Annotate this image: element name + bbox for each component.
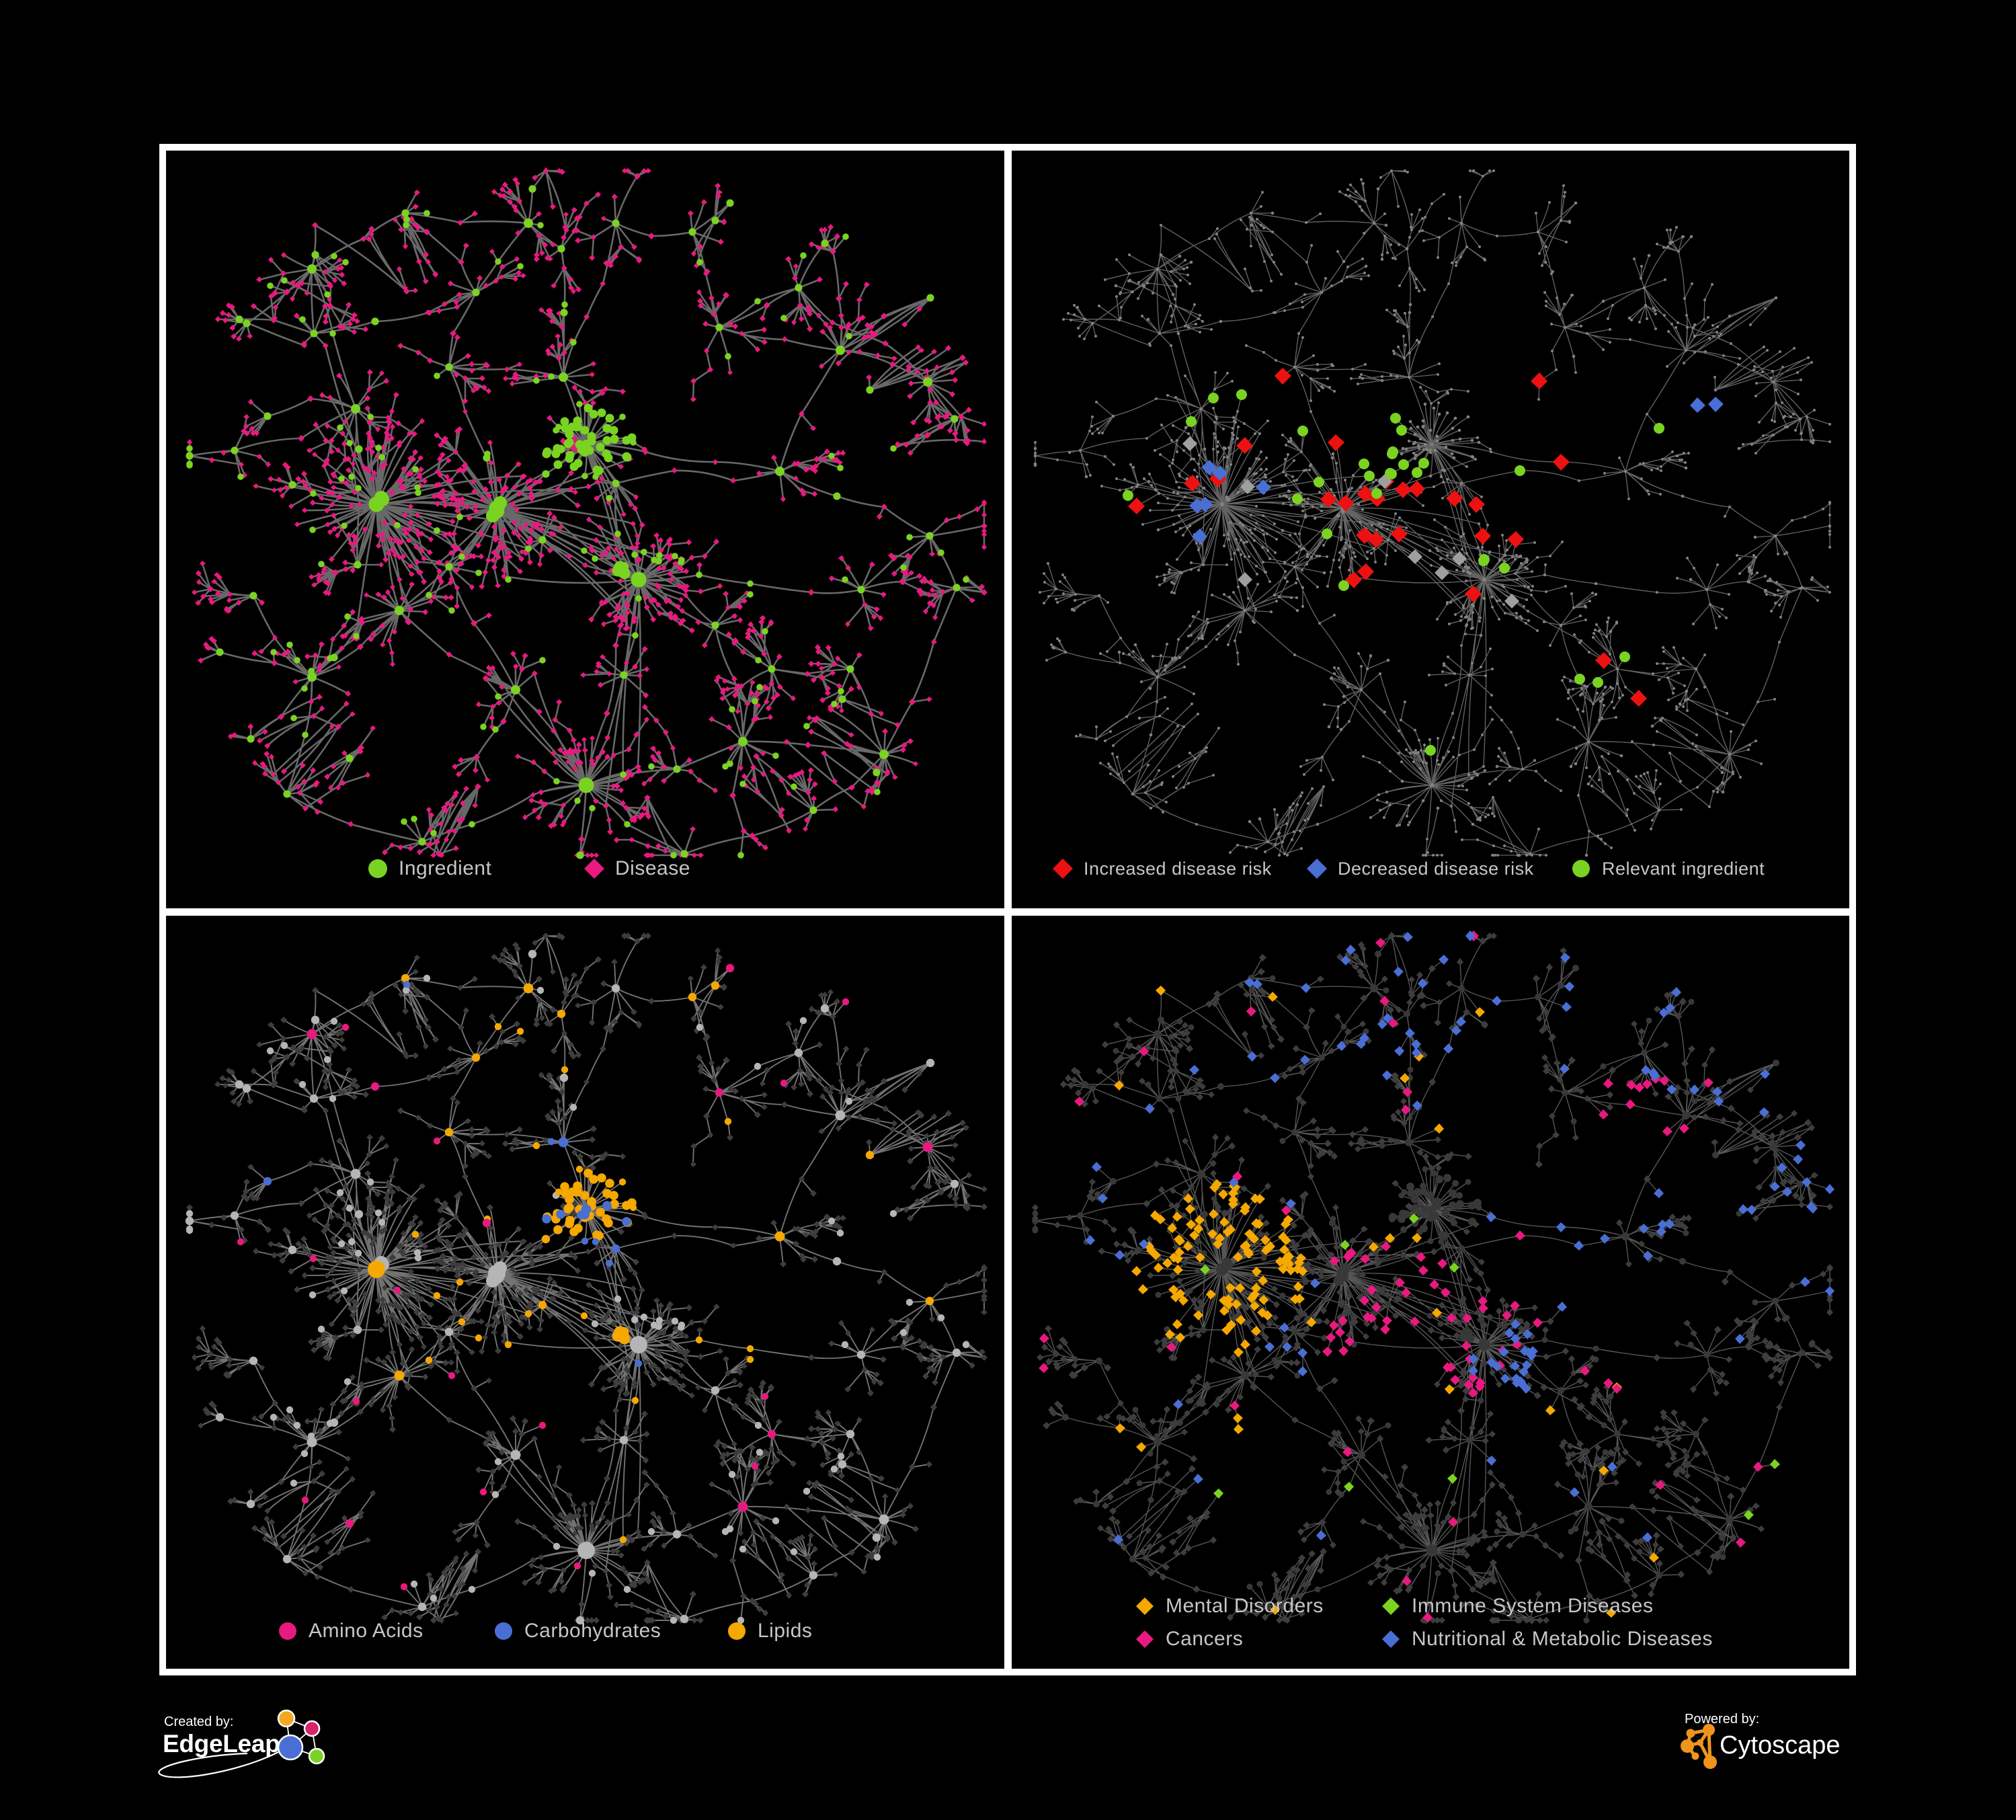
svg-text:EdgeLeap: EdgeLeap bbox=[163, 1730, 280, 1757]
svg-text:Powered by:: Powered by: bbox=[1685, 1712, 1759, 1727]
svg-text:Cytoscape: Cytoscape bbox=[1720, 1731, 1841, 1759]
svg-text:Created by:: Created by: bbox=[164, 1714, 233, 1729]
